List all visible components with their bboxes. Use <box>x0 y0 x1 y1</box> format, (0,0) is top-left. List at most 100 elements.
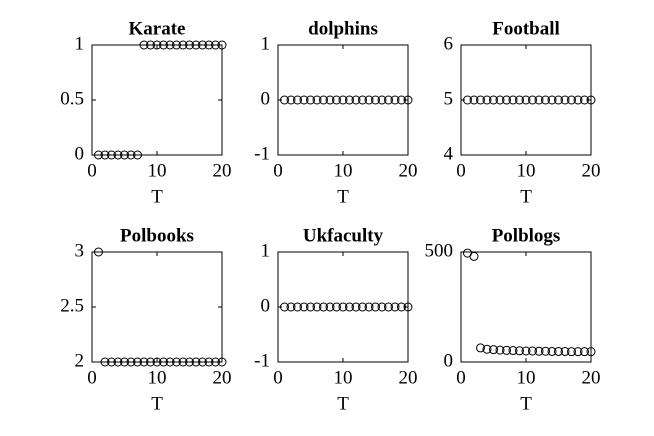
y-tick-label: 6 <box>444 33 454 54</box>
x-tick-label: 0 <box>456 367 466 388</box>
marker <box>476 95 485 105</box>
marker <box>390 95 400 105</box>
marker <box>508 346 518 356</box>
marker <box>377 95 387 105</box>
marker <box>554 95 563 105</box>
marker <box>358 95 367 105</box>
marker <box>469 95 479 105</box>
marker <box>146 40 155 50</box>
marker <box>560 346 570 356</box>
marker <box>133 357 142 367</box>
marker <box>165 40 175 50</box>
x-tick-label: 10 <box>148 367 167 388</box>
marker <box>476 343 485 353</box>
x-tick-label: 20 <box>582 367 601 388</box>
marker <box>560 95 570 105</box>
marker <box>528 346 537 356</box>
marker <box>165 357 175 367</box>
marker <box>113 150 123 160</box>
y-tick-label: 2 <box>75 350 85 371</box>
subplot-title: Football <box>492 18 560 39</box>
marker <box>325 302 335 312</box>
marker <box>120 150 129 160</box>
subplot-title: Karate <box>129 18 186 39</box>
x-tick-label: 0 <box>87 160 97 181</box>
y-tick-label: 5 <box>444 88 454 109</box>
marker <box>204 357 214 367</box>
marker <box>319 95 328 105</box>
marker <box>280 302 289 312</box>
x-tick-label: 20 <box>213 160 232 181</box>
x-tick-label: 0 <box>273 367 283 388</box>
x-axis-label: T <box>337 186 349 207</box>
y-tick-label: 1 <box>261 240 271 261</box>
y-tick-label: 0 <box>75 143 85 164</box>
marker <box>547 95 557 105</box>
marker <box>211 40 220 50</box>
marker <box>198 357 207 367</box>
marker <box>107 357 116 367</box>
marker <box>286 302 296 312</box>
marker <box>515 346 524 356</box>
marker <box>351 302 361 312</box>
subplot-title: Polblogs <box>492 225 561 246</box>
marker <box>280 95 289 105</box>
marker <box>338 302 348 312</box>
marker <box>191 40 201 50</box>
marker <box>364 95 374 105</box>
marker <box>100 150 110 160</box>
marker <box>107 150 116 160</box>
axes-box <box>91 251 223 363</box>
axes-box <box>460 44 592 156</box>
marker <box>482 95 492 105</box>
marker <box>146 357 155 367</box>
marker <box>384 302 393 312</box>
y-tick-label: -1 <box>254 350 270 371</box>
marker <box>94 247 103 257</box>
marker <box>547 346 557 356</box>
subplot-title: Ukfaculty <box>303 225 384 246</box>
marker <box>371 302 380 312</box>
marker <box>312 95 322 105</box>
marker <box>94 150 103 160</box>
marker <box>580 347 589 357</box>
x-tick-label: 20 <box>399 160 418 181</box>
x-tick-label: 10 <box>148 160 167 181</box>
y-tick-label: 0.5 <box>60 88 84 109</box>
y-tick-label: 0 <box>261 88 271 109</box>
y-tick-label: -1 <box>254 143 270 164</box>
marker <box>567 347 576 357</box>
marker <box>191 357 201 367</box>
marker <box>351 95 361 105</box>
y-tick-label: 4 <box>444 143 454 164</box>
marker <box>541 95 550 105</box>
y-tick-label: 1 <box>261 33 271 54</box>
axes-box <box>277 44 409 156</box>
marker <box>113 357 123 367</box>
marker <box>541 346 550 356</box>
marker <box>178 357 188 367</box>
marker <box>403 302 413 312</box>
marker <box>489 345 498 355</box>
x-tick-label: 0 <box>456 160 466 181</box>
x-tick-label: 20 <box>213 367 232 388</box>
x-axis-label: T <box>520 393 532 414</box>
marker <box>312 302 322 312</box>
x-tick-label: 20 <box>582 160 601 181</box>
marker <box>534 95 544 105</box>
y-tick-label: 500 <box>425 240 454 261</box>
marker <box>293 95 302 105</box>
marker <box>489 95 498 105</box>
marker <box>299 95 309 105</box>
marker <box>325 95 335 105</box>
marker <box>586 347 596 357</box>
marker <box>100 357 110 367</box>
x-axis-label: T <box>151 393 163 414</box>
marker <box>152 40 162 50</box>
marker <box>306 95 315 105</box>
marker <box>502 95 511 105</box>
marker <box>152 357 162 367</box>
x-tick-label: 10 <box>334 160 353 181</box>
marker <box>528 95 537 105</box>
marker <box>521 95 531 105</box>
